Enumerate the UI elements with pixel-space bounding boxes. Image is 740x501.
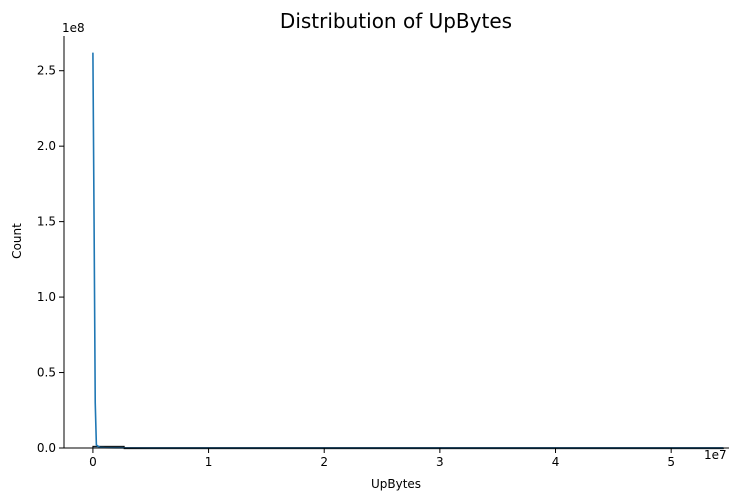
axes	[63, 36, 729, 449]
x-axis-ticks: 0 1 2 3 4 5	[89, 448, 675, 469]
x-tick-label: 2	[320, 455, 328, 469]
y-axis-ticks: 0.0 0.5 1.0 1.5 2.0 2.5	[37, 64, 64, 455]
y-tick-label: 0.0	[37, 441, 56, 455]
x-tick-label: 1	[205, 455, 213, 469]
y-tick-label: 1.0	[37, 290, 56, 304]
kde-line	[92, 52, 724, 449]
x-tick-label: 5	[667, 455, 675, 469]
y-tick-label: 1.5	[37, 215, 56, 229]
chart-title: Distribution of UpBytes	[280, 9, 512, 33]
x-tick-label: 4	[552, 455, 560, 469]
x-axis-label: UpBytes	[371, 477, 421, 491]
y-tick-label: 2.0	[37, 139, 56, 153]
y-tick-label: 2.5	[37, 64, 56, 78]
y-axis-offset-label: 1e8	[62, 21, 85, 35]
y-tick-label: 0.5	[37, 366, 56, 380]
x-tick-label: 3	[436, 455, 444, 469]
x-axis-offset-label: 1e7	[704, 448, 727, 462]
y-axis-label: Count	[10, 223, 24, 259]
x-tick-label: 0	[89, 455, 97, 469]
kde-line-layer	[92, 52, 724, 449]
